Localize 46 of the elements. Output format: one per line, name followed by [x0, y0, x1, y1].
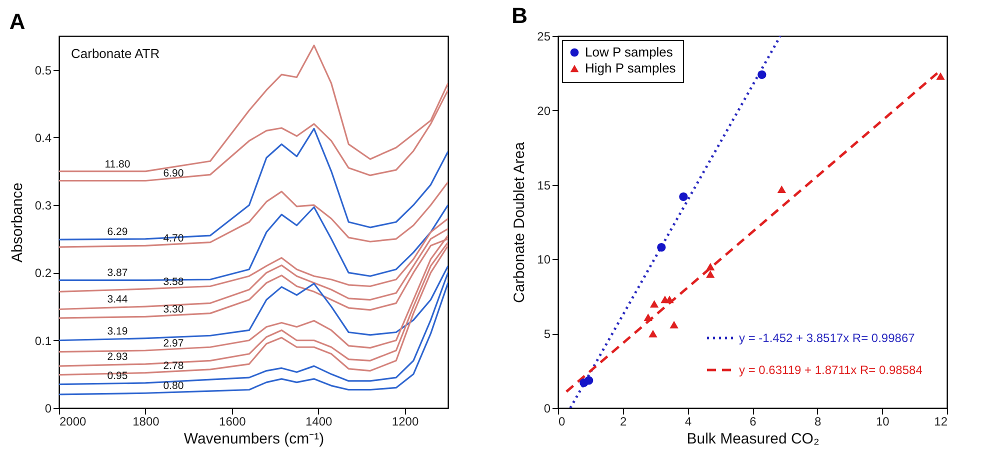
x-tick-label: 8	[814, 414, 822, 428]
x-tick-label: 2	[620, 414, 627, 428]
y-tick-label: 0	[544, 402, 551, 416]
series-label: 3.19	[107, 325, 128, 338]
x-axis-title: Bulk Measured CO₂	[686, 430, 820, 448]
y-tick-label: 0.3	[34, 198, 52, 213]
legend-label: y = 0.63119 + 1.8711x R= 0.98584	[739, 363, 923, 377]
legend-label: y = -1.452 + 3.8517x R= 0.99867	[739, 331, 916, 345]
y-tick-label: 20	[537, 104, 551, 118]
x-tick-label: 10	[876, 414, 890, 428]
x-axis-title: Wavenumbers (cm⁻¹)	[184, 430, 324, 448]
y-tick-label: 15	[537, 178, 551, 192]
series-label: 6.29	[107, 226, 128, 238]
chart-title: A	[9, 9, 26, 34]
series-label: 2.78	[163, 360, 184, 372]
y-tick-label: 25	[537, 30, 551, 44]
chart-title: B	[512, 3, 528, 28]
series-label: 11.80	[104, 158, 130, 170]
y-axis-title: Carbonate Doublet Area	[511, 141, 528, 303]
x-tick-label: 12	[934, 414, 948, 428]
series-label: 2.93	[107, 351, 128, 364]
x-tick-label: 2000	[60, 414, 87, 428]
x-tick-label: 1800	[132, 414, 160, 428]
series-label: 3.44	[107, 294, 128, 306]
y-tick-label: 0.4	[34, 130, 52, 145]
legend-label: High P samples	[585, 60, 676, 76]
series-label: 3.87	[107, 267, 128, 280]
x-tick-label: 1200	[392, 414, 419, 428]
x-tick-label: 1600	[219, 414, 246, 428]
y-tick-label: 0.1	[34, 334, 52, 348]
series-label: 6.90	[163, 168, 184, 180]
y-axis-title: Absorbance	[8, 182, 26, 263]
y-tick-label: 0.2	[34, 266, 52, 280]
x-tick-label: 1400	[305, 414, 333, 428]
y-tick-label: 0.5	[34, 63, 52, 78]
y-tick-label: 5	[544, 327, 551, 342]
y-tick-label: 0	[44, 402, 52, 416]
x-tick-label: 0	[558, 414, 566, 428]
series-label: 3.30	[163, 304, 184, 316]
y-tick-label: 10	[537, 252, 551, 267]
x-tick-label: 4	[684, 414, 692, 428]
series-label: 0.80	[163, 380, 184, 392]
legend-label: Low P samples	[585, 44, 674, 60]
annotation: Carbonate ATR	[71, 46, 160, 61]
x-tick-label: 6	[750, 414, 757, 428]
series-label: 2.97	[163, 338, 184, 350]
